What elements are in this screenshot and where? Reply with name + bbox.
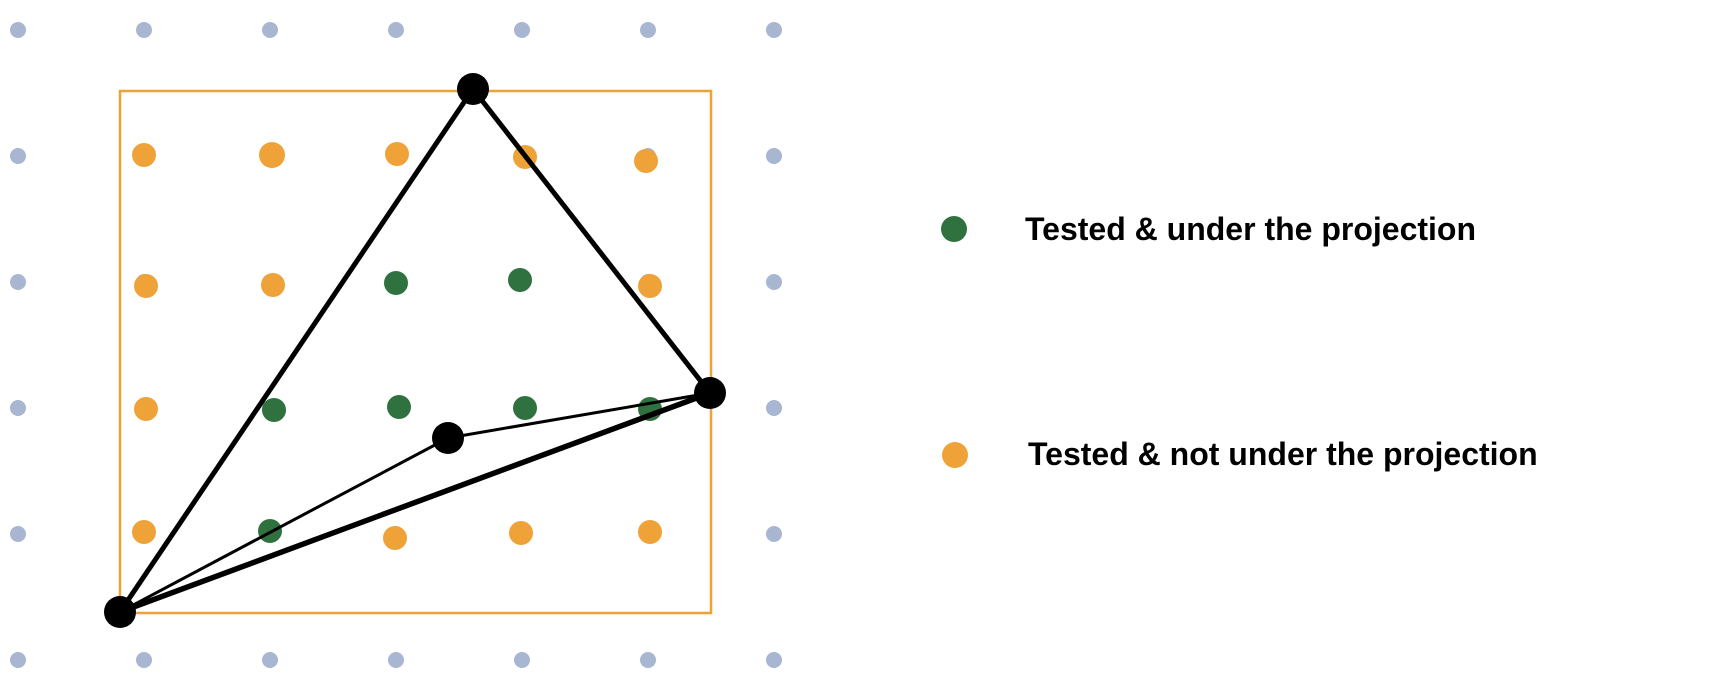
grid-sample-dot	[10, 274, 26, 290]
grid-sample-dot	[136, 652, 152, 668]
legend: Tested & under the projection Tested & n…	[941, 211, 1538, 472]
sample-point-under	[384, 271, 408, 295]
vertex-top	[457, 73, 489, 105]
grid-sample-dot	[640, 652, 656, 668]
grid-sample-dot	[10, 148, 26, 164]
vertex-right	[694, 377, 726, 409]
sample-point-under	[262, 398, 286, 422]
grid-sample-dot	[766, 148, 782, 164]
sample-point-not-under	[638, 274, 662, 298]
grid-sample-dot	[10, 526, 26, 542]
grid-sample-dot	[766, 22, 782, 38]
grid-sample-dot	[640, 22, 656, 38]
grid-sample-dot	[388, 22, 404, 38]
grid-sample-dot	[514, 652, 530, 668]
grid-sample-dot	[10, 652, 26, 668]
sample-point-not-under	[132, 143, 156, 167]
grid-sample-dot	[766, 526, 782, 542]
vertex-bottom-left	[104, 596, 136, 628]
grid-sample-dot	[10, 22, 26, 38]
sample-point-not-under	[261, 273, 285, 297]
triangle-edges	[120, 89, 710, 612]
tested-under-points	[258, 268, 662, 543]
grid-sample-dot	[262, 652, 278, 668]
sample-point-not-under	[638, 520, 662, 544]
sample-point-not-under	[134, 397, 158, 421]
sample-point-under	[387, 395, 411, 419]
grid-sample-dot	[388, 652, 404, 668]
grid-sample-dot	[136, 22, 152, 38]
grid-sample-dot	[766, 652, 782, 668]
grid-sample-dot	[262, 22, 278, 38]
grid-sample-dot	[766, 400, 782, 416]
grid-sample-dot	[10, 400, 26, 416]
legend-label-tested-not-under: Tested & not under the projection	[1028, 436, 1538, 472]
sample-point-not-under	[385, 142, 409, 166]
sample-point-not-under	[634, 149, 658, 173]
sample-point-not-under	[134, 274, 158, 298]
edge-left	[120, 89, 473, 612]
sample-point-not-under	[132, 520, 156, 544]
sample-point-not-under	[509, 521, 533, 545]
bounding-box	[120, 91, 711, 613]
sample-point-not-under	[259, 142, 285, 168]
sample-grid	[10, 22, 782, 668]
legend-marker-tested-under	[941, 216, 967, 242]
edge-top-right	[473, 89, 710, 393]
grid-sample-dot	[514, 22, 530, 38]
sample-point-under	[513, 396, 537, 420]
sample-point-not-under	[383, 526, 407, 550]
legend-label-tested-under: Tested & under the projection	[1025, 211, 1476, 247]
edge-inner-right	[448, 393, 710, 438]
sample-point-under	[508, 268, 532, 292]
triangle-vertices	[104, 73, 726, 628]
edge-inner-left	[120, 438, 448, 612]
edge-bottom	[120, 393, 710, 612]
grid-sample-dot	[766, 274, 782, 290]
vertex-inner	[432, 422, 464, 454]
legend-marker-tested-not-under	[942, 442, 968, 468]
